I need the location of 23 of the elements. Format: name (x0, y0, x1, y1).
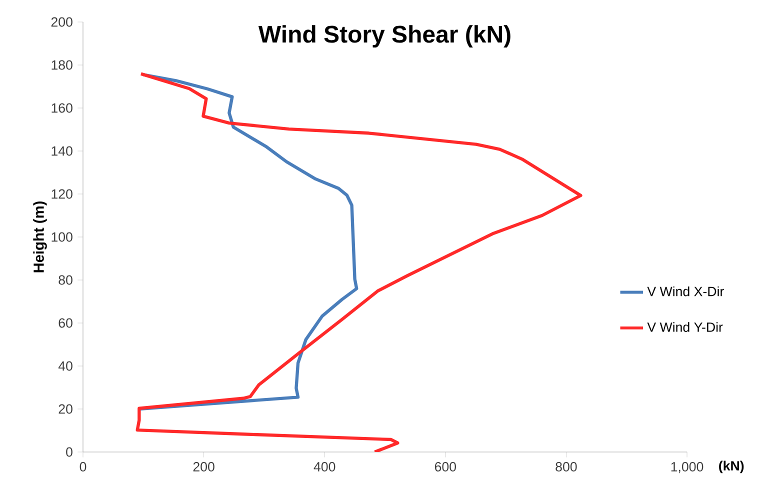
x-tick-label: 800 (556, 462, 577, 472)
x-tick-label: 1,000 (671, 462, 704, 474)
y-tick-label: 160 (52, 103, 72, 113)
y-tick-label: 180 (52, 60, 72, 70)
x-tick-label: 600 (434, 462, 456, 472)
legend-label: V Wind Y-Dir (647, 322, 723, 332)
y-tick-label: 120 (52, 189, 72, 199)
x-axis-title: (kN) (719, 460, 744, 474)
legend-label: V Wind X-Dir (647, 286, 724, 296)
y-tick-label: 100 (52, 232, 72, 242)
y-tick-label: 20 (58, 404, 72, 414)
y-tick-label: 0 (66, 447, 72, 457)
line-series (136, 72, 582, 452)
y-tick-label: 40 (58, 361, 72, 371)
x-tick-label: 400 (314, 462, 336, 472)
x-tick-label: 200 (193, 462, 214, 472)
y-tick-label: 60 (58, 318, 72, 328)
x-tick-label: 0 (80, 462, 86, 472)
y-tick-label: 200 (51, 17, 72, 27)
y-tick-label: 80 (58, 275, 72, 285)
y-axis-title: Height (m) (33, 201, 47, 272)
y-tick-label: 140 (52, 146, 72, 156)
chart-title: Wind Story Shear (kN) (258, 25, 510, 48)
